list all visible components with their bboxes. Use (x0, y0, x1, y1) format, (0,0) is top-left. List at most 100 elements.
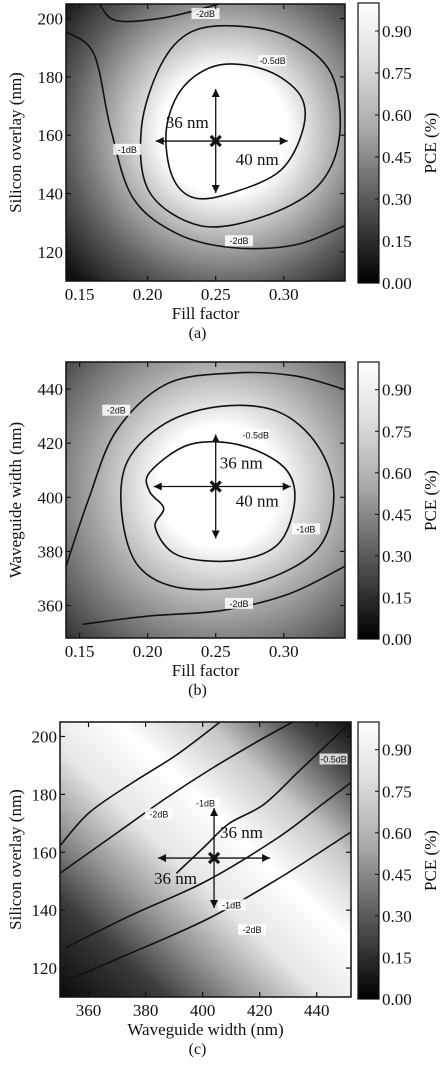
x-axis-label: Fill factor (172, 661, 240, 680)
y-tick-label: 360 (38, 597, 64, 616)
chart-panel-a: -2dB -0.5dB -1dB -2dB 0.15 0.20 0.25 0.30 120 140… (6, 2, 440, 342)
y-axis-label: Waveguide width (nm) (6, 422, 25, 578)
plot-frame (59, 721, 352, 998)
y-axis-label: Silicon overlay (nm) (6, 789, 25, 930)
arrow-head (158, 854, 167, 863)
horizontal-span-label: 40 nm (236, 150, 279, 169)
contour-label-bg (191, 797, 220, 809)
colorbar-tick-label: 0.75 (382, 422, 412, 441)
colorbar (357, 361, 380, 640)
colorbar-tick-label: 0.00 (382, 990, 412, 1009)
vertical-span-label: 36 nm (220, 453, 263, 472)
vertical-span-label: 36 nm (166, 113, 209, 132)
contour-line (59, 831, 352, 984)
contour-line (165, 63, 307, 200)
contour-lines (65, 3, 346, 250)
x-tick-label: 0.30 (269, 285, 299, 304)
colorbar-tick-label: 0.15 (382, 232, 412, 251)
contour-label: -2dB (229, 236, 248, 246)
contour-label: -2dB (229, 599, 248, 609)
colorbar-tick-label: 0.00 (382, 630, 412, 649)
y-tick-label: 180 (38, 68, 64, 87)
colorbar-tick-label: 0.60 (382, 464, 412, 483)
colorbar-label: PCE (%) (421, 470, 440, 531)
contour-label-bg (238, 924, 267, 935)
panel-label: (b) (188, 682, 207, 699)
y-tick-label: 380 (38, 542, 64, 561)
contour-label-bg (191, 8, 220, 20)
colorbar-label: PCE (%) (421, 113, 440, 174)
contour-label-bg (102, 404, 131, 416)
x-tick-label: 0.30 (269, 642, 299, 661)
colorbar-tick-label: 0.30 (382, 547, 412, 566)
contour-label: -0.5dB (242, 431, 269, 441)
x-tick-label: 360 (76, 1001, 102, 1020)
colorbar-tick-label: 0.15 (382, 948, 412, 967)
contour-label-bg (224, 235, 253, 247)
contour-line (65, 781, 352, 949)
contour-line (65, 371, 346, 567)
contour-label: -1dB (296, 524, 315, 534)
contour-label-bg (113, 143, 142, 155)
contour-label-bg (224, 597, 253, 609)
x-tick-label: 0.25 (201, 642, 231, 661)
contour-label-bg (144, 808, 173, 820)
x-tick-label: 380 (133, 1001, 159, 1020)
contour-label: -1dB (118, 145, 137, 155)
x-tick-label: 400 (190, 1001, 216, 1020)
arrow-head (211, 89, 220, 98)
arrow-head (210, 900, 219, 909)
y-tick-label: 160 (38, 126, 64, 145)
y-tick-label: 140 (32, 901, 58, 920)
contour-label: -2dB (107, 406, 126, 416)
contour-label-bg (319, 753, 348, 765)
panel-label: (c) (189, 1041, 207, 1058)
panel-label: (a) (189, 325, 207, 342)
y-tick-label: 160 (32, 843, 58, 862)
contour-lines (65, 371, 346, 625)
arrow-head (211, 185, 220, 194)
colorbar-tick-label: 0.45 (382, 505, 412, 524)
x-axis-label: Fill factor (172, 304, 240, 323)
arrow-head (279, 137, 288, 146)
optimum-marker (207, 851, 221, 865)
contour-label-bg (241, 429, 270, 441)
vertical-span-label: 36 nm (220, 823, 263, 842)
contour-line (119, 404, 335, 591)
y-tick-label: 200 (32, 727, 58, 746)
contour-line (65, 31, 346, 250)
arrow-head (211, 434, 220, 443)
colorbar-tick-label: 0.90 (382, 741, 412, 760)
colorbar (357, 721, 380, 1000)
contour-line (175, 721, 352, 874)
contour-line (145, 440, 296, 563)
contour-label: -1dB (196, 799, 215, 809)
contour-label-bg (291, 523, 320, 535)
x-axis-label: Waveguide width (nm) (127, 1020, 283, 1039)
colorbar-tick-label: 0.90 (382, 381, 412, 400)
x-tick-label: 0.15 (65, 285, 95, 304)
tolerance-arrows (158, 808, 271, 909)
y-tick-label: 140 (38, 185, 64, 204)
colorbar-tick-label: 0.60 (382, 824, 412, 843)
chart-panel-c: -2dB -1dB -0.5dB -1dB -2dB 360 380 400 420 440 120… (6, 721, 440, 1058)
arrow-head (210, 808, 219, 817)
arrow-head (262, 854, 271, 863)
y-tick-label: 420 (38, 434, 64, 453)
x-tick-label: 0.25 (201, 285, 231, 304)
colorbar-tick-label: 0.30 (382, 907, 412, 926)
y-tick-label: 120 (38, 243, 64, 262)
arrow-head (155, 137, 164, 146)
arrow-head (211, 530, 220, 539)
contour-label: -0.5dB (259, 56, 286, 66)
contour-label-bg (217, 899, 246, 911)
y-tick-label: 120 (32, 959, 58, 978)
tolerance-arrows (153, 434, 291, 539)
colorbar-tick-label: 0.00 (382, 274, 412, 293)
arrow-head (282, 482, 291, 491)
contour-line (59, 721, 221, 847)
colorbar-tick-label: 0.15 (382, 588, 412, 607)
y-tick-label: 200 (38, 10, 64, 29)
x-tick-label: 0.20 (133, 285, 163, 304)
contour-label: -0.5dB (320, 755, 347, 765)
